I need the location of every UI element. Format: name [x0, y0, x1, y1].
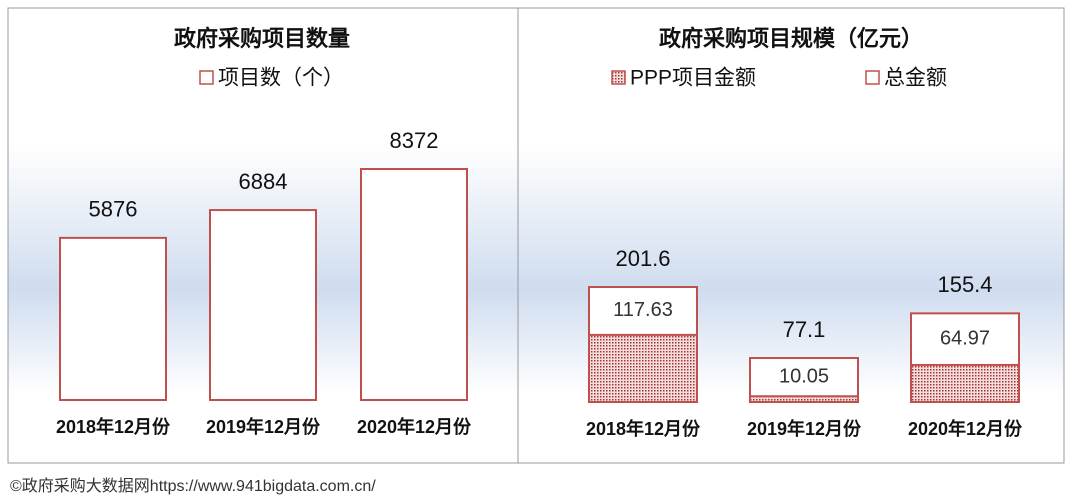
category-label: 2018年12月份	[56, 416, 171, 437]
total-bar	[749, 357, 859, 404]
value-label: 10.05	[779, 365, 829, 387]
legend-label: PPP项目金额	[630, 67, 756, 90]
category-label: 2020年12月份	[908, 418, 1023, 439]
value-label: 77.1	[783, 317, 826, 342]
legend-label: 项目数（个）	[218, 67, 344, 90]
category-label: 2019年12月份	[206, 416, 321, 437]
bar	[209, 209, 317, 401]
category-label: 2019年12月份	[747, 418, 862, 439]
chart-title: 政府采购项目数量	[174, 26, 350, 51]
category-label: 2018年12月份	[586, 418, 701, 439]
value-label: 155.4	[937, 272, 992, 297]
value-label: 8372	[390, 128, 439, 153]
ppp-bar	[749, 395, 859, 404]
legend-swatch	[865, 70, 880, 85]
value-label: 201.6	[615, 246, 670, 271]
value-label: 5876	[89, 197, 138, 222]
ppp-bar	[910, 363, 1020, 404]
legend-swatch	[611, 70, 626, 85]
value-label: 117.63	[613, 299, 673, 321]
chart-title: 政府采购项目规模（亿元）	[659, 26, 923, 51]
category-label: 2020年12月份	[357, 416, 472, 437]
footer: ©政府采购大数据网https://www.941bigdata.com.cn/	[10, 477, 376, 495]
bar	[59, 236, 167, 401]
legend-label: 总金额	[884, 67, 947, 90]
value-label: 6884	[239, 169, 288, 194]
ppp-bar	[588, 333, 698, 404]
value-label: 64.97	[940, 327, 990, 349]
legend-swatch	[199, 70, 214, 85]
bar	[360, 168, 468, 401]
